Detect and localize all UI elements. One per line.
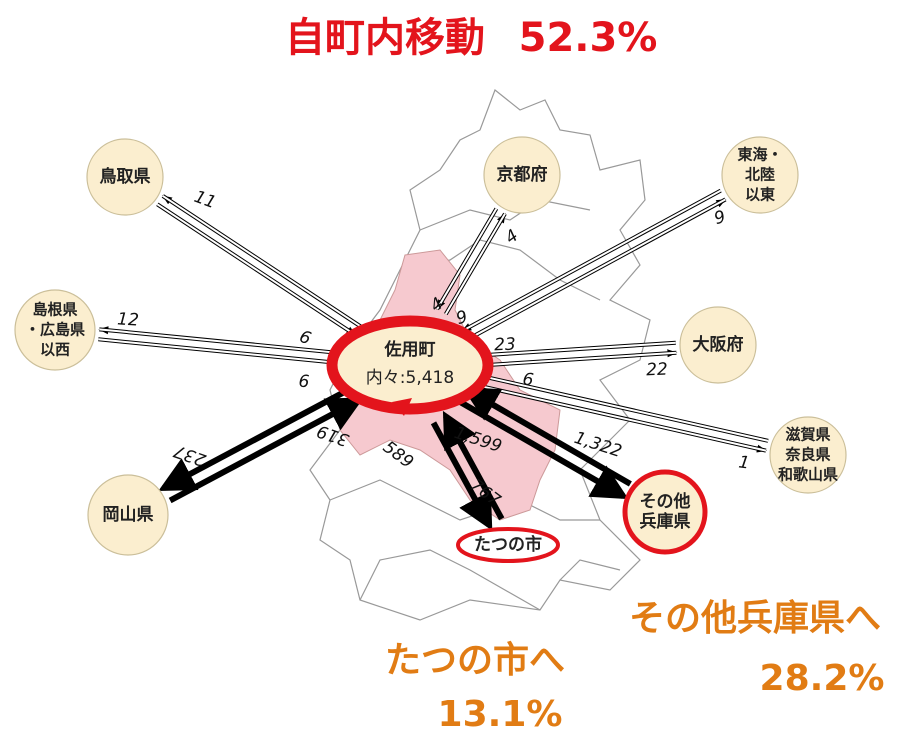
flow-label: 1 (737, 452, 750, 473)
title-text: 自町内移動 (285, 15, 485, 61)
flow-arrow-fill (162, 195, 362, 328)
flow-label: 237 (171, 440, 208, 470)
node-circle (769, 416, 847, 494)
flow-arrow (168, 397, 364, 504)
flow-label: 6 (298, 372, 310, 393)
flow-arrow (158, 385, 354, 491)
flow-arrow-fill (471, 341, 676, 357)
flow-label: 6 (296, 327, 313, 350)
flow-arrow-fill (98, 338, 348, 365)
flow-label: 11 (191, 187, 218, 213)
node-label: 以東 (745, 186, 775, 204)
node-circle (86, 138, 164, 216)
node-label: 滋賀県 (785, 426, 830, 444)
flow-arrow-fill (99, 328, 349, 355)
node-label: 北陸 (745, 166, 775, 184)
flow-label: 23 (494, 335, 516, 356)
callout-rate: 28.2% (760, 658, 885, 699)
node-label: 以西 (40, 341, 70, 359)
arrows (98, 188, 769, 531)
node-circle (87, 474, 169, 556)
node-label: 島根県 (32, 301, 77, 319)
node-label: たつの市 (474, 534, 542, 555)
node-circle (679, 306, 757, 384)
flow-arrow-fill (472, 351, 677, 367)
flow-arrow-fill (466, 198, 726, 341)
callout-text: たつの市へ (385, 640, 565, 681)
node-circle (14, 289, 96, 371)
center-node: 佐用町 内々:5,418 (326, 315, 494, 416)
flow-label: 22 (646, 360, 668, 381)
flow-arrow (430, 421, 493, 531)
callout-text: その他兵庫県へ (629, 598, 881, 639)
node-circle (483, 136, 561, 214)
flow-arrow-fill (469, 382, 767, 452)
flow-label: 12 (117, 309, 140, 330)
node-label: 和歌山県 (778, 466, 838, 484)
callout-rate: 13.1% (438, 694, 563, 735)
title-rate: 52.3% (519, 15, 658, 61)
node-label: 鳥取県 (100, 166, 151, 187)
flow-label: 4 (502, 226, 522, 249)
node-label: 兵庫県 (640, 511, 691, 532)
flow-arrow (462, 386, 632, 487)
node-label: 岡山県 (103, 505, 154, 525)
flow-arrow-fill (461, 189, 722, 332)
flow-arrow-fill (471, 372, 769, 442)
node-label: 奈良県 (784, 446, 830, 464)
node-label: ・広島県 (25, 321, 85, 339)
flow-arrow (442, 410, 505, 521)
flow-label: 9 (712, 207, 728, 229)
node-circle (721, 136, 799, 214)
center-internal: 内々:5,418 (366, 368, 454, 388)
node-label: 京都府 (497, 164, 548, 185)
node-oval (456, 527, 560, 563)
node-label: 大阪府 (693, 334, 744, 355)
node-label: その他 (640, 491, 691, 512)
center-name: 佐用町 (384, 339, 436, 360)
flow-arrow-fill (436, 208, 498, 310)
flow-arrow-fill (156, 203, 357, 336)
flow-arrow-fill (444, 213, 506, 315)
center-pointer (392, 398, 412, 416)
node-label: 東海・ (737, 146, 782, 164)
center-ring (326, 315, 494, 415)
flow-label: 6 (521, 369, 535, 390)
node-circle (622, 469, 708, 555)
